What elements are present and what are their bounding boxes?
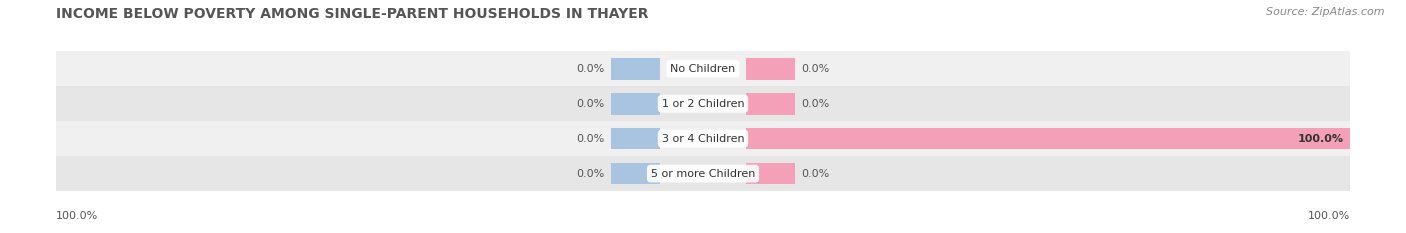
Bar (610, 93, 659, 114)
Bar (610, 128, 659, 150)
Bar (610, 163, 659, 185)
Bar (56, 121, 1350, 156)
Text: INCOME BELOW POVERTY AMONG SINGLE-PARENT HOUSEHOLDS IN THAYER: INCOME BELOW POVERTY AMONG SINGLE-PARENT… (56, 7, 648, 21)
Bar (56, 86, 1350, 121)
Text: 0.0%: 0.0% (576, 169, 605, 178)
Text: 0.0%: 0.0% (801, 99, 830, 109)
Text: 1 or 2 Children: 1 or 2 Children (662, 99, 744, 109)
Bar (747, 163, 796, 185)
Text: 0.0%: 0.0% (801, 169, 830, 178)
Text: 0.0%: 0.0% (576, 64, 605, 74)
Text: Source: ZipAtlas.com: Source: ZipAtlas.com (1267, 7, 1385, 17)
Bar (747, 128, 1362, 150)
Text: 3 or 4 Children: 3 or 4 Children (662, 134, 744, 144)
Text: 100.0%: 100.0% (56, 211, 98, 221)
Text: 5 or more Children: 5 or more Children (651, 169, 755, 178)
Text: 100.0%: 100.0% (1308, 211, 1350, 221)
Bar (56, 51, 1350, 86)
Bar (747, 58, 796, 80)
Bar (747, 93, 796, 114)
Bar (56, 156, 1350, 191)
Text: 0.0%: 0.0% (576, 134, 605, 144)
Text: 100.0%: 100.0% (1298, 134, 1344, 144)
Text: No Children: No Children (671, 64, 735, 74)
Text: 0.0%: 0.0% (801, 64, 830, 74)
Bar (610, 58, 659, 80)
Text: 0.0%: 0.0% (576, 99, 605, 109)
